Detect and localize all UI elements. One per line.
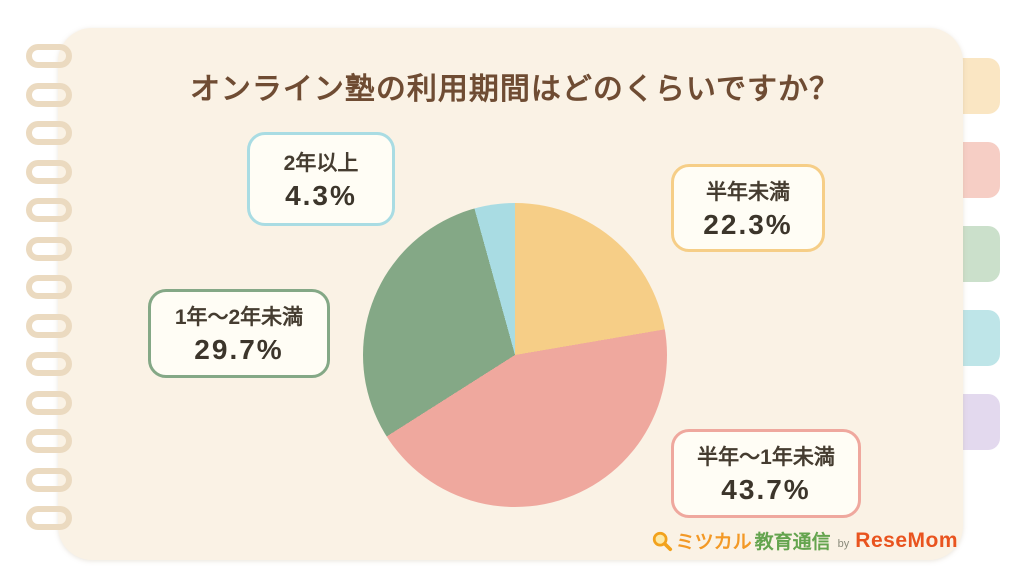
spiral-ring [26, 82, 72, 107]
pie-callout-1-to-2-years: 1年～2年未満 29.7% [148, 289, 330, 378]
spiral-ring [26, 429, 72, 453]
magnifier-icon [651, 530, 673, 552]
callout-value: 22.3% [703, 208, 793, 240]
spiral-ring [26, 467, 72, 492]
pie-callout-2years-plus: 2年以上 4.3% [247, 132, 395, 226]
spiral-ring [26, 506, 72, 530]
callout-label: 2年以上 [283, 151, 359, 175]
brand-by-label: by [837, 537, 850, 550]
brand-kyoiku-tsushin: 教育通信 [754, 532, 831, 553]
spiral-ring [26, 121, 72, 145]
callout-value: 43.7% [721, 474, 811, 505]
spiral-ring [26, 390, 72, 415]
callout-label: 半年未満 [706, 180, 790, 204]
spiral-ring [26, 44, 72, 68]
callout-value: 4.3% [285, 179, 357, 211]
callout-label: 半年～1年未満 [697, 446, 835, 469]
spiral-ring [26, 159, 72, 184]
pie-callout-under-half-year: 半年未満 22.3% [671, 164, 825, 252]
callout-value: 29.7% [194, 334, 284, 365]
brand-mitsukaru: ミツカル [675, 532, 752, 553]
chart-title: オンライン塾の利用期間はどのくらいですか？ [189, 73, 841, 106]
spiral-ring [26, 352, 72, 376]
pie-chart [363, 203, 667, 507]
spiral-binding [26, 44, 76, 544]
callout-label: 1年～2年未満 [174, 306, 304, 329]
brand-resemom: ReseMom [855, 528, 958, 552]
pie-callout-half-to-1-year: 半年～1年未満 43.7% [671, 429, 861, 518]
spiral-ring [26, 275, 72, 299]
spiral-ring [26, 313, 72, 338]
spiral-ring [26, 198, 72, 222]
spiral-ring [26, 236, 72, 261]
brand-footer: ミツカル 教育通信 by ReseMom [651, 527, 958, 554]
